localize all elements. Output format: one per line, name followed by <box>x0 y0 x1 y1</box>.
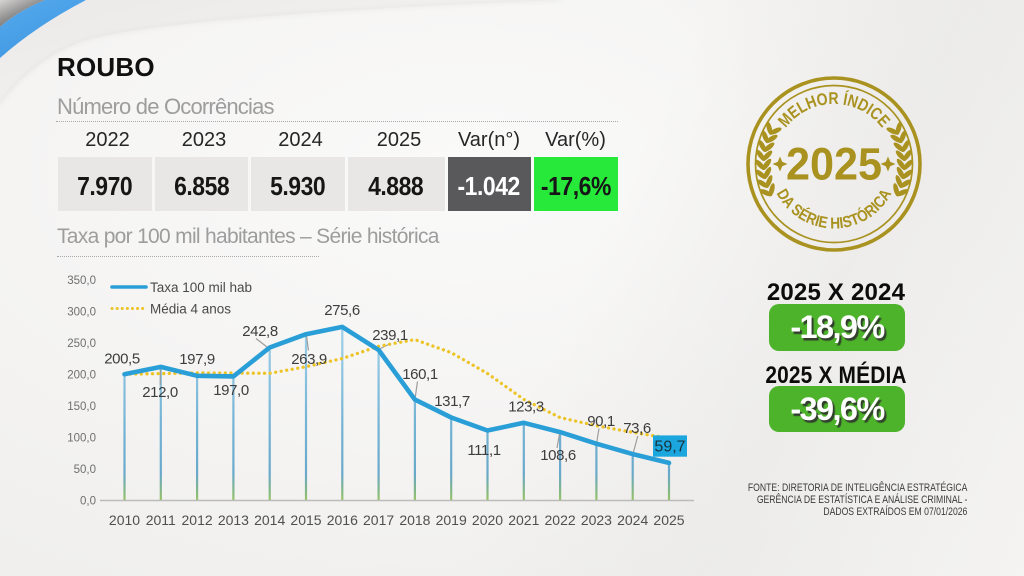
svg-text:100,0: 100,0 <box>67 433 96 445</box>
svg-text:200,0: 200,0 <box>67 370 96 382</box>
svg-text:Média 4 anos: Média 4 anos <box>150 302 231 317</box>
svg-text:275,6: 275,6 <box>324 302 360 319</box>
svg-text:MELHOR ÍNDICE: MELHOR ÍNDICE <box>774 89 893 131</box>
svg-text:111,1: 111,1 <box>467 442 500 459</box>
svg-text:2014: 2014 <box>254 512 285 528</box>
svg-text:DA SÉRIE HISTÓRICA: DA SÉRIE HISTÓRICA <box>773 186 895 232</box>
svg-text:50,0: 50,0 <box>74 464 96 476</box>
svg-text:2016: 2016 <box>327 512 358 528</box>
svg-text:2013: 2013 <box>218 512 249 528</box>
svg-text:2019: 2019 <box>436 512 467 528</box>
svg-text:131,7: 131,7 <box>434 393 470 410</box>
svg-text:2025: 2025 <box>653 512 684 528</box>
svg-text:350,0: 350,0 <box>67 275 96 287</box>
svg-text:123,3: 123,3 <box>508 399 544 416</box>
svg-text:2017: 2017 <box>363 512 394 528</box>
svg-text:197,0: 197,0 <box>213 382 249 399</box>
svg-text:300,0: 300,0 <box>67 307 96 319</box>
svg-text:2025: 2025 <box>786 140 882 190</box>
svg-text:2021: 2021 <box>508 512 539 528</box>
svg-text:160,1: 160,1 <box>402 366 438 383</box>
svg-text:2012: 2012 <box>182 512 213 528</box>
svg-text:2020: 2020 <box>472 512 503 528</box>
svg-text:2023: 2023 <box>581 512 612 528</box>
svg-text:Taxa 100 mil hab: Taxa 100 mil hab <box>150 280 252 295</box>
svg-text:2022: 2022 <box>545 512 576 528</box>
svg-text:2018: 2018 <box>399 512 430 528</box>
svg-text:150,0: 150,0 <box>67 401 96 413</box>
svg-text:200,5: 200,5 <box>104 351 140 368</box>
svg-text:2015: 2015 <box>290 512 321 528</box>
svg-text:90,1: 90,1 <box>587 413 615 430</box>
svg-text:212,0: 212,0 <box>142 384 178 401</box>
svg-text:239,1: 239,1 <box>372 327 408 344</box>
svg-text:250,0: 250,0 <box>67 338 96 350</box>
svg-text:2011: 2011 <box>146 512 176 528</box>
svg-text:242,8: 242,8 <box>242 323 278 340</box>
svg-text:73,6: 73,6 <box>623 420 651 437</box>
svg-text:0,0: 0,0 <box>80 496 96 508</box>
svg-text:2010: 2010 <box>109 512 140 528</box>
svg-text:197,9: 197,9 <box>179 351 215 368</box>
svg-text:263,9: 263,9 <box>291 351 327 368</box>
svg-text:2024: 2024 <box>617 512 648 528</box>
svg-text:108,6: 108,6 <box>540 447 576 464</box>
svg-text:59,7: 59,7 <box>654 439 685 456</box>
